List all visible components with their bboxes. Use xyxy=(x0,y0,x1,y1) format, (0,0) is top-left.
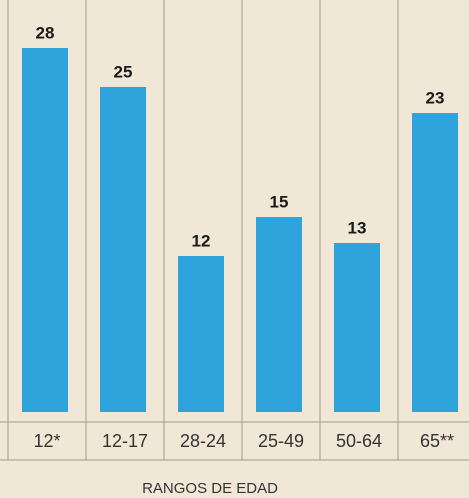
x-axis-label: RANGOS DE EDAD xyxy=(142,480,278,497)
bar xyxy=(412,113,458,412)
value-label: 28 xyxy=(36,23,55,42)
value-label: 23 xyxy=(426,88,445,107)
bar xyxy=(100,87,146,412)
x-tick-label: 12-17 xyxy=(102,431,148,451)
bar xyxy=(22,48,68,412)
value-label: 13 xyxy=(348,218,367,237)
value-label: 15 xyxy=(270,192,289,211)
bar xyxy=(334,243,380,412)
value-label: 12 xyxy=(192,231,211,250)
value-label: 25 xyxy=(114,62,133,81)
x-tick-label: 65** xyxy=(420,431,454,451)
x-tick-label: 25-49 xyxy=(258,431,304,451)
x-tick-label: 12* xyxy=(33,431,60,451)
x-tick-label: 50-64 xyxy=(336,431,382,451)
bar xyxy=(256,217,302,412)
bar xyxy=(178,256,224,412)
x-tick-label: 28-24 xyxy=(180,431,226,451)
